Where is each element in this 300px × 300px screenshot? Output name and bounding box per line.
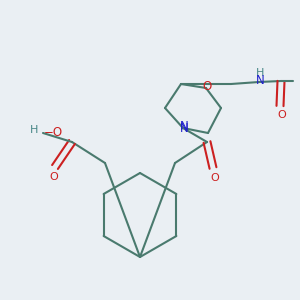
Text: N: N	[180, 122, 188, 136]
Text: O: O	[211, 173, 219, 183]
Text: O: O	[50, 172, 58, 182]
Text: H: H	[256, 68, 264, 78]
Text: −O: −O	[44, 125, 63, 139]
Text: H: H	[30, 125, 38, 135]
Text: N: N	[180, 121, 188, 134]
Text: O: O	[278, 110, 286, 120]
Text: N: N	[256, 74, 264, 88]
Text: O: O	[202, 80, 211, 94]
